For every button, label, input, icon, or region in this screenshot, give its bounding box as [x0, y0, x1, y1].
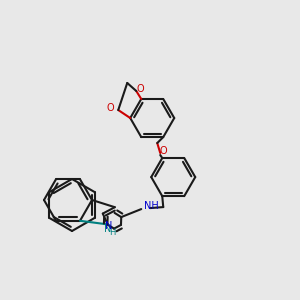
Text: H: H	[110, 228, 116, 237]
Text: N: N	[105, 221, 112, 232]
Text: O: O	[159, 146, 167, 156]
Text: O: O	[106, 103, 114, 113]
Text: NH: NH	[144, 201, 159, 211]
Text: O: O	[136, 84, 144, 94]
Text: N: N	[104, 224, 111, 234]
